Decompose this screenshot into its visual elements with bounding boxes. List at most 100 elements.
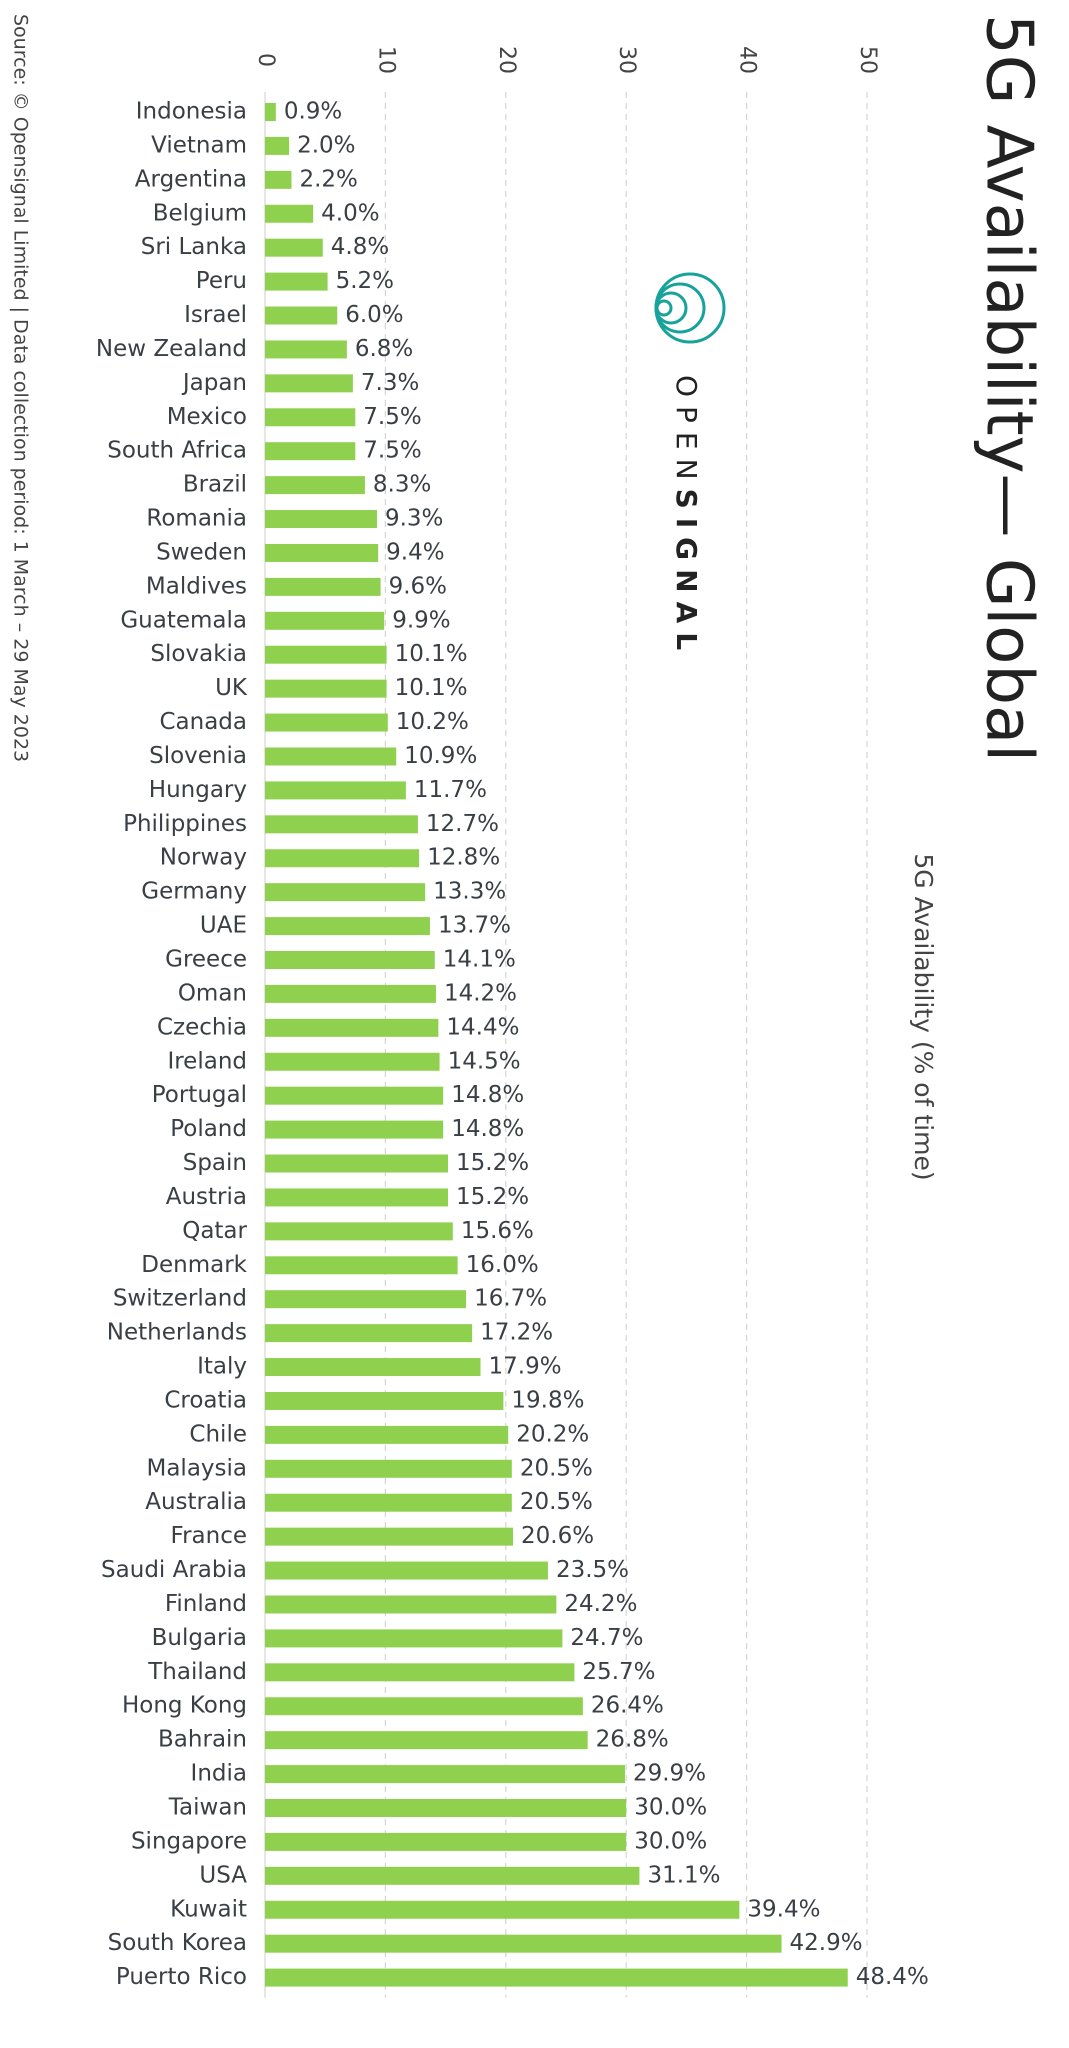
value-label: 14.4% (446, 1014, 519, 1040)
y-tick-label: Australia (145, 1489, 247, 1515)
value-label: 7.5% (363, 438, 421, 464)
y-tick-label: Hong Kong (122, 1693, 247, 1719)
bar (265, 510, 377, 529)
y-tick-label: Puerto Rico (116, 1964, 247, 1990)
y-tick-label: Philippines (123, 811, 247, 837)
value-label: 9.6% (389, 573, 447, 599)
value-label: 26.8% (596, 1727, 669, 1753)
y-tick-label: France (171, 1523, 247, 1549)
y-tick-label: Saudi Arabia (101, 1557, 247, 1583)
y-tick-label: Chile (189, 1421, 247, 1447)
bar (265, 1256, 458, 1275)
bar (265, 1222, 453, 1241)
bar (265, 306, 338, 325)
value-label: 17.2% (480, 1320, 553, 1346)
value-label: 14.8% (451, 1116, 524, 1142)
value-label: 6.0% (345, 302, 403, 328)
bar (265, 747, 397, 766)
value-label: 13.3% (433, 879, 506, 905)
bar (265, 1391, 504, 1410)
bar (265, 442, 356, 461)
y-tick-label: Japan (181, 370, 247, 396)
y-tick-label: Spain (183, 1150, 247, 1176)
bar (265, 543, 379, 562)
value-label: 31.1% (647, 1862, 720, 1888)
bar (265, 679, 387, 698)
bar (265, 577, 381, 596)
y-tick-label: Mexico (167, 404, 247, 430)
y-tick-label: Canada (159, 709, 247, 735)
value-label: 10.9% (404, 743, 477, 769)
y-tick-label: Indonesia (136, 99, 247, 125)
x-tick-label: 40 (735, 46, 760, 74)
y-tick-label: Sri Lanka (141, 234, 247, 260)
y-tick-label: Finland (165, 1591, 247, 1617)
bar (265, 204, 314, 223)
value-label: 15.2% (456, 1184, 529, 1210)
bar (265, 1731, 588, 1750)
y-tick-label: Poland (170, 1116, 247, 1142)
bar (265, 408, 356, 427)
bar (265, 1866, 640, 1885)
logo-ring (654, 282, 706, 334)
value-label: 20.5% (520, 1489, 593, 1515)
bar (265, 1086, 444, 1105)
value-label: 7.3% (361, 370, 419, 396)
y-tick-label: Malaysia (146, 1455, 247, 1481)
y-tick-label: Portugal (152, 1082, 247, 1108)
bar (265, 1459, 512, 1478)
bar (265, 1629, 563, 1648)
bar (265, 1493, 512, 1512)
value-label: 30.0% (634, 1828, 707, 1854)
bar (265, 1120, 444, 1139)
x-tick-label: 30 (614, 46, 639, 74)
y-tick-label: Singapore (131, 1828, 247, 1854)
bar (265, 1425, 509, 1444)
y-tick-label: Croatia (164, 1387, 247, 1413)
value-label: 25.7% (582, 1659, 655, 1685)
y-tick-label: Oman (178, 980, 247, 1006)
logo-signal: SIGNAL (670, 489, 703, 660)
y-tick-label: Thailand (147, 1659, 247, 1685)
y-tick-label: USA (199, 1862, 247, 1888)
bar (265, 1154, 449, 1173)
value-label: 23.5% (556, 1557, 629, 1583)
value-label: 4.0% (321, 200, 379, 226)
value-label: 9.3% (385, 506, 443, 532)
value-label: 20.6% (521, 1523, 594, 1549)
bar (265, 1832, 627, 1851)
y-tick-label: New Zealand (96, 336, 247, 362)
value-label: 13.7% (438, 913, 511, 939)
bar (265, 781, 406, 800)
value-label: 10.2% (396, 709, 469, 735)
source-note: Source: © Opensignal Limited | Data coll… (10, 14, 32, 762)
y-tick-label: Qatar (182, 1218, 247, 1244)
y-tick-label: Slovenia (149, 743, 247, 769)
chart-title: 5G Availability— Global (971, 14, 1045, 762)
value-label: 29.9% (633, 1761, 706, 1787)
bar (265, 1765, 625, 1784)
value-label: 10.1% (395, 641, 468, 667)
value-label: 15.6% (461, 1218, 534, 1244)
logo-ring (654, 272, 726, 344)
x-tick-label: 10 (373, 46, 398, 74)
value-label: 0.9% (284, 99, 342, 125)
bar (265, 103, 276, 121)
value-label: 48.4% (856, 1964, 929, 1990)
value-label: 9.9% (392, 607, 450, 633)
bar (265, 883, 426, 902)
bar (265, 1052, 440, 1071)
value-label: 14.5% (448, 1048, 521, 1074)
y-tick-label: Guatemala (120, 607, 247, 633)
y-tick-label: Bulgaria (152, 1625, 247, 1651)
bar (265, 1697, 583, 1716)
value-label: 16.0% (466, 1252, 539, 1278)
y-tick-label: India (191, 1761, 247, 1787)
bar (265, 1663, 575, 1682)
value-label: 20.5% (520, 1455, 593, 1481)
y-tick-label: Denmark (141, 1252, 247, 1278)
y-tick-label: Switzerland (113, 1286, 247, 1312)
bar (265, 1900, 740, 1919)
x-tick-label: 50 (855, 46, 880, 74)
y-tick-label: Romania (146, 506, 247, 532)
